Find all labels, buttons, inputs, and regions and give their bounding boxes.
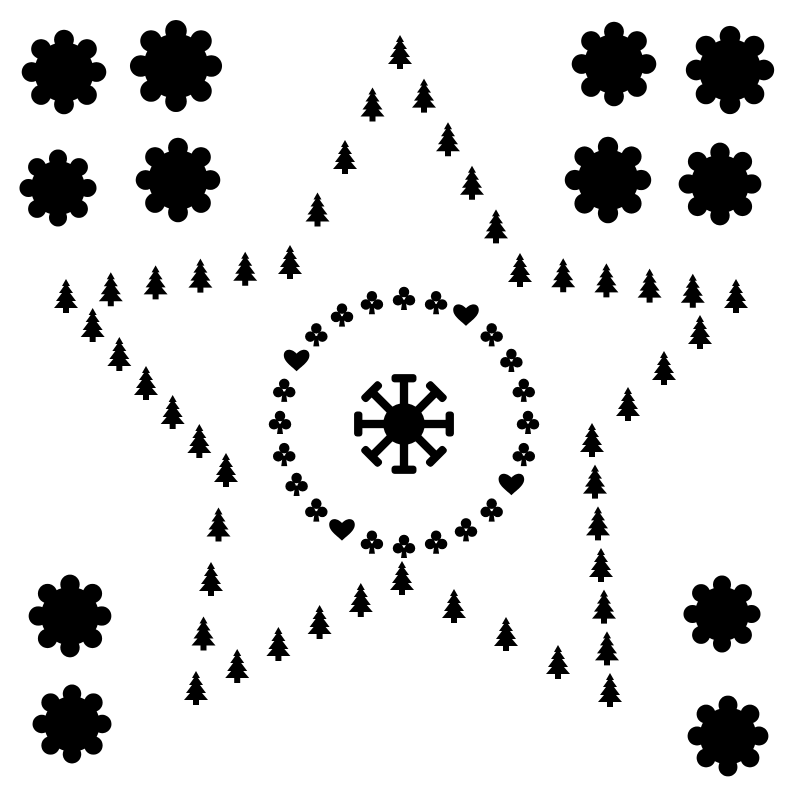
club-icon [268,410,292,434]
club-icon [360,530,384,554]
tree-icon [595,631,619,666]
tree-icon [54,279,78,313]
tree-icon [442,589,466,623]
heart-icon [283,349,310,372]
club-icon [512,378,536,402]
flower-icon [135,137,221,223]
tree-icon [191,616,216,651]
tree-icon [160,395,185,429]
tree-icon [583,464,607,499]
flower-icon [32,684,112,764]
flower-icon [21,29,107,115]
tree-icon [307,605,332,639]
club-icon [516,410,540,434]
tree-icon [637,268,662,303]
tree-icon [134,366,158,400]
tree-icon [80,308,105,342]
tree-icon [233,251,258,286]
club-icon [360,290,384,315]
tree-icon [305,192,330,227]
flower-icon [685,25,775,115]
tree-icon [580,423,604,457]
tree-icon [214,453,238,487]
heart-icon [498,473,525,496]
club-icon [480,498,503,522]
snowflake-icon [354,374,454,474]
tree-icon [360,87,385,122]
flower-icon [687,695,769,777]
club-icon [480,323,503,347]
club-icon [454,518,478,542]
tree-icon [494,617,518,651]
tree-icon [266,627,291,661]
tree-icon [333,140,357,174]
club-icon [330,303,354,327]
club-icon [392,286,416,310]
club-icon [424,530,448,554]
tree-icon [188,258,213,293]
tree-icon [460,165,484,200]
tree-icon [143,265,168,300]
tree-icon [546,645,570,679]
tree-icon [412,78,436,113]
flower-icon [129,19,223,113]
tree-icon [436,122,460,157]
club-icon [305,498,328,522]
flower-icon [678,142,762,226]
tree-icon [616,387,640,421]
club-icon [285,472,308,496]
club-icon [305,323,328,347]
tree-icon [592,589,616,624]
tree-icon [589,548,613,582]
star-outline-trees [54,35,748,707]
tree-icon [594,263,619,298]
tree-icon [348,583,373,617]
tree-icon [652,351,676,385]
flower-icon [683,575,761,653]
flower-icon [564,136,652,224]
club-icon [512,442,536,467]
tree-icon [598,673,622,707]
club-icon [272,378,296,402]
tree-icon [206,507,231,542]
heart-icon [453,304,479,326]
tree-icon [390,561,414,595]
tree-icon [586,506,610,541]
tree-icon [551,258,576,293]
tree-icon [724,279,748,313]
tree-icon [225,649,250,683]
tree-icon [278,245,302,279]
tree-icon [484,209,508,244]
center-snowflake [354,374,454,474]
flower-icon [19,149,97,227]
flower-icon [571,21,657,107]
tree-icon [508,253,532,287]
club-icon [424,290,448,315]
tree-icon [98,272,123,307]
heart-icon [329,519,355,541]
tree-icon [680,273,705,308]
corner-flowers [19,19,775,777]
tree-icon [388,35,412,69]
tree-icon [688,315,712,349]
club-icon [392,534,416,558]
tree-icon [199,562,223,596]
club-icon [500,348,523,372]
tree-icon [187,424,212,458]
tree-icon [107,337,132,371]
tree-icon [184,671,208,705]
flower-icon [28,574,112,658]
club-icon [272,442,296,467]
